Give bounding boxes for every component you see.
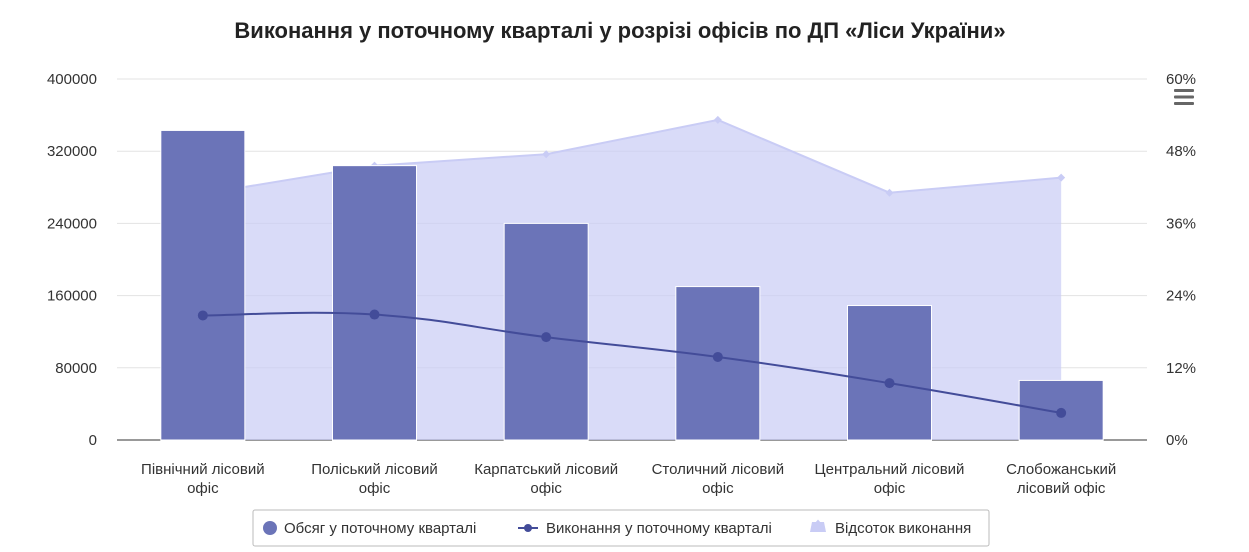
- completion-point[interactable]: [541, 332, 552, 343]
- legend-label-percent: Відсоток виконання: [835, 520, 971, 537]
- left-tick-label: 80000: [55, 360, 97, 377]
- completion-line: [202, 311, 1062, 414]
- volume-bar-series: [160, 129, 1104, 441]
- completion-point[interactable]: [1056, 407, 1067, 418]
- legend: Обсяг у поточному кварталі Виконання у п…: [252, 509, 990, 547]
- category-label: Північний лісовий офіс: [141, 461, 265, 497]
- category-label: Поліський лісовий офіс: [311, 461, 438, 497]
- percent-point[interactable]: [1057, 173, 1066, 182]
- category-label: Карпатський лісовий офіс: [474, 461, 618, 497]
- legend-item-volume[interactable]: Обсяг у поточному кварталі: [263, 520, 476, 537]
- right-tick-label: 12%: [1166, 360, 1196, 377]
- right-tick-label: 0%: [1166, 432, 1188, 449]
- right-tick-label: 60%: [1166, 71, 1196, 88]
- completion-point[interactable]: [712, 351, 723, 362]
- percent-point[interactable]: [542, 150, 551, 159]
- chart-menu-icon[interactable]: [1172, 85, 1196, 109]
- percent-point[interactable]: [885, 188, 894, 197]
- chart-title: Виконання у поточному кварталі у розрізі…: [234, 18, 1005, 43]
- right-axis: 0% 12% 24% 36% 48% 60%: [1166, 71, 1196, 449]
- legend-item-completion[interactable]: Виконання у поточному кварталі: [518, 520, 772, 537]
- volume-bar[interactable]: [503, 222, 589, 441]
- right-tick-label: 36%: [1166, 215, 1196, 232]
- legend-label-completion: Виконання у поточному кварталі: [546, 520, 772, 537]
- category-label: Столичний лісовий офіс: [652, 461, 785, 497]
- percent-point[interactable]: [713, 115, 722, 124]
- left-tick-label: 240000: [47, 215, 97, 232]
- volume-bar[interactable]: [160, 129, 246, 441]
- volume-bar[interactable]: [847, 305, 932, 441]
- legend-label-volume: Обсяг у поточному кварталі: [284, 520, 476, 537]
- legend-marker-completion-dot: [524, 524, 532, 532]
- right-tick-label: 24%: [1166, 288, 1196, 305]
- category-axis: Північний лісовий офіс Поліський лісовий оф…: [141, 461, 1116, 497]
- left-tick-label: 400000: [47, 71, 97, 88]
- completion-point[interactable]: [369, 309, 380, 320]
- completion-point[interactable]: [884, 378, 895, 389]
- completion-point[interactable]: [197, 310, 208, 321]
- left-tick-label: 0: [89, 432, 97, 449]
- left-tick-label: 320000: [47, 143, 97, 160]
- category-label: Центральний лісовий офіс: [815, 461, 965, 497]
- volume-bar[interactable]: [332, 165, 417, 441]
- completion-line-series: [197, 309, 1067, 418]
- right-tick-label: 48%: [1166, 143, 1196, 160]
- left-axis: 0 80000 160000 240000 320000 400000: [47, 71, 97, 449]
- legend-marker-volume: [263, 521, 277, 535]
- percent-area-fill: [202, 119, 1062, 440]
- legend-item-percent[interactable]: Відсоток виконання: [810, 519, 971, 537]
- category-label: Слобожанський лісовий офіс: [1006, 461, 1116, 497]
- volume-bar[interactable]: [675, 286, 761, 441]
- left-tick-label: 160000: [47, 288, 97, 305]
